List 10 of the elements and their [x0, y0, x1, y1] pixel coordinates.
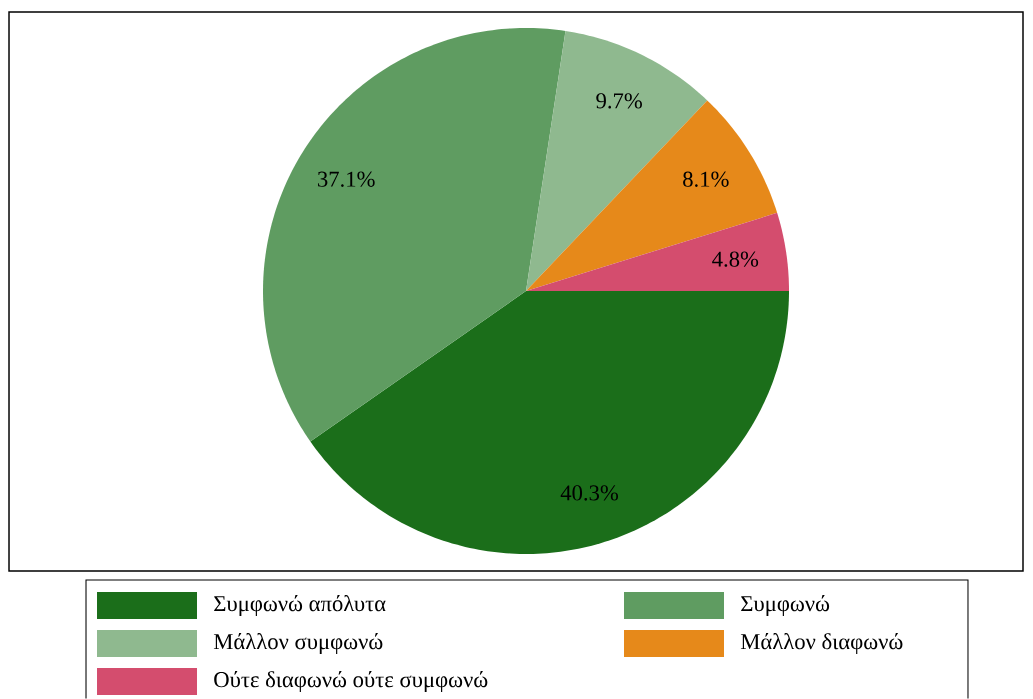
data-label: 37.1%	[318, 171, 375, 187]
data-label: 8.1%	[683, 171, 729, 187]
legend-label: Συμφωνώ απόλυτα	[214, 595, 386, 616]
legend-label: Συμφωνώ	[741, 595, 830, 616]
data-label: 4.8%	[712, 251, 759, 267]
legend-label: Ούτε διαφωνώ ούτε συμφωνώ	[214, 671, 488, 692]
data-label: 9.7%	[596, 93, 642, 109]
legend-label: Μάλλον διαφωνώ	[740, 633, 903, 654]
data-label: 40.3%	[560, 485, 619, 501]
legend-label: Μάλλον συμφωνώ	[213, 633, 383, 654]
